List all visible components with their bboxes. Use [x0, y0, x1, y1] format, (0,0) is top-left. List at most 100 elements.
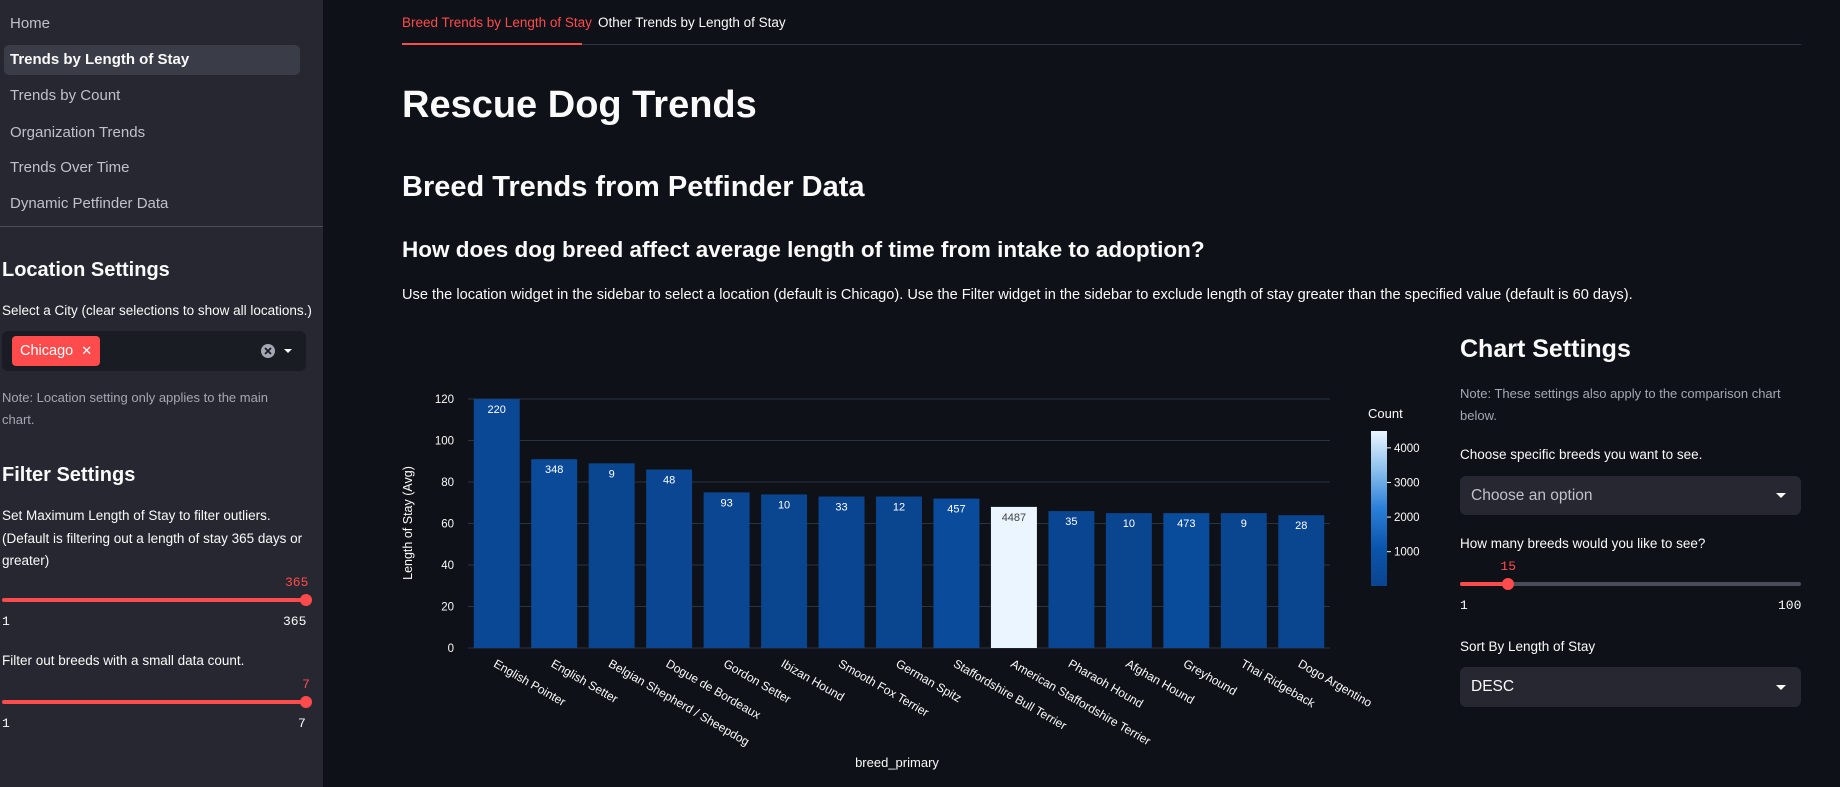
bar-count-label: 10	[1123, 518, 1135, 530]
city-chip[interactable]: Chicago ✕	[12, 336, 101, 366]
slider-track	[1460, 582, 1801, 586]
bar	[761, 494, 808, 648]
nav-item[interactable]: Dynamic Petfinder Data	[10, 195, 169, 212]
x-tick-label: Belgian Shepherd / Sheepdog	[606, 656, 752, 748]
bar-count-label: 93	[720, 497, 732, 509]
note: Note: These settings also apply to the c…	[1460, 386, 1781, 423]
city-multiselect[interactable]: Chicago ✕	[2, 331, 306, 371]
slider-handle[interactable]	[300, 696, 312, 708]
tab[interactable]: Breed Trends by Length of Stay	[402, 15, 592, 30]
bar-count-label: 9	[609, 468, 615, 480]
bar	[703, 492, 750, 648]
colorbar-tick-label: 1000	[1394, 547, 1420, 559]
settings-heading: Chart Settings	[1460, 335, 1631, 363]
bar-count-label: 12	[893, 502, 905, 514]
y-tick-label: 20	[441, 602, 454, 614]
x-tick-label: Gordon Setter	[721, 656, 793, 706]
bar	[588, 463, 635, 648]
y-tick-label: 80	[441, 477, 454, 489]
bar	[646, 469, 693, 648]
bar-count-label: 28	[1295, 520, 1307, 532]
bar-count-label: 10	[778, 499, 790, 511]
bar-count-label: 4487	[1002, 512, 1026, 524]
bar	[1163, 513, 1210, 648]
bar-count-label: 9	[1241, 518, 1247, 530]
x-tick-label: American Staffordshire Terrier	[1008, 656, 1153, 748]
section-heading: Location Settings	[2, 259, 170, 281]
slider-handle[interactable]	[300, 594, 312, 606]
x-tick-label: Dogo Argentino	[1296, 656, 1375, 710]
widget-label: How many breeds would you like to see?	[1460, 536, 1706, 551]
slider-fill	[2, 598, 306, 602]
y-tick-label: 0	[448, 643, 454, 655]
caret	[1776, 493, 1786, 498]
y-tick-label: 120	[435, 394, 454, 406]
x-tick-label: German Spitz	[894, 656, 965, 705]
slider-max: 100	[1778, 598, 1802, 613]
widget-label: Choose specific breeds you want to see.	[1460, 447, 1703, 462]
slider-min: 1	[2, 614, 10, 629]
x-axis-title: breed_primary	[855, 755, 939, 770]
sidebar: Home Trends by Length of Stay Trends by …	[0, 0, 323, 787]
x-tick-label: Staffordshire Bull Terrier	[951, 656, 1069, 732]
bar-count-label: 48	[663, 475, 675, 487]
nav-selected-bg	[4, 45, 300, 75]
nav-item[interactable]: Home	[10, 15, 51, 32]
bar	[1278, 515, 1325, 648]
slider-fill	[2, 700, 306, 704]
slider-max: 365	[283, 614, 307, 629]
slider-value: 365	[285, 575, 309, 590]
bar	[990, 506, 1037, 648]
note: Note: Location setting only applies to t…	[2, 390, 268, 427]
select-value: DESC	[1471, 678, 1515, 695]
page-title: Rescue Dog Trends	[402, 84, 757, 126]
bar	[1048, 511, 1095, 648]
caret	[1776, 685, 1786, 690]
tab-underline	[402, 43, 582, 45]
slider-value: 7	[302, 677, 310, 692]
placeholder: Choose an option	[1471, 487, 1593, 504]
bar	[531, 459, 578, 648]
x-tick-label: English Pointer	[491, 656, 568, 708]
widget-label: Filter out breeds with a small data coun…	[2, 653, 245, 668]
y-tick-label: 60	[441, 519, 454, 531]
bar	[933, 498, 980, 648]
x-tick-label: English Setter	[549, 656, 621, 705]
widget-label: Set Maximum Length of Stay to filter out…	[2, 508, 303, 568]
tab-border	[402, 44, 1801, 45]
bar-count-label: 348	[545, 464, 563, 476]
colorbar-tick-label: 2000	[1394, 512, 1420, 524]
slider-min: 1	[1460, 598, 1468, 613]
section-heading: Filter Settings	[2, 464, 136, 486]
question: How does dog breed affect average length…	[402, 237, 1205, 262]
nav-item[interactable]: Trends by Count	[10, 87, 121, 104]
colorbar-tick-label: 3000	[1394, 477, 1420, 489]
x-tick-label: Afghan Hound	[1123, 656, 1196, 706]
bar	[1220, 513, 1267, 648]
x-tick-label: Ibizan Hound	[779, 656, 847, 703]
slider-value: 15	[1500, 559, 1517, 574]
x-tick-label: Smooth Fox Terrier	[836, 656, 931, 719]
tab[interactable]: Other Trends by Length of Stay	[598, 15, 786, 30]
bar	[876, 496, 922, 648]
nav-item[interactable]: Trends Over Time	[10, 159, 130, 176]
nav-item[interactable]: Organization Trends	[10, 124, 146, 141]
bar	[818, 496, 865, 648]
y-tick-label: 40	[441, 560, 454, 572]
select-icons[interactable]	[258, 341, 298, 361]
x-tick-label: Greyhound	[1181, 656, 1239, 698]
widget-label: Select a City (clear selections to show …	[2, 303, 312, 318]
chip-text: Chicago	[20, 343, 74, 359]
bar-count-label: 35	[1065, 516, 1077, 528]
bar	[1105, 513, 1152, 648]
bar	[473, 399, 520, 648]
x-tick-label: Thai Ridgeback	[1238, 656, 1318, 710]
slider-handle[interactable]	[1502, 578, 1515, 590]
description: Use the location widget in the sidebar t…	[402, 287, 1633, 303]
colorbar	[1371, 431, 1387, 586]
bar-count-label: 473	[1177, 518, 1195, 530]
nav-item[interactable]: Trends by Length of Stay	[10, 51, 190, 68]
breeds-select[interactable]: Choose an option	[1460, 476, 1801, 515]
sort-select[interactable]: DESC	[1460, 667, 1801, 707]
